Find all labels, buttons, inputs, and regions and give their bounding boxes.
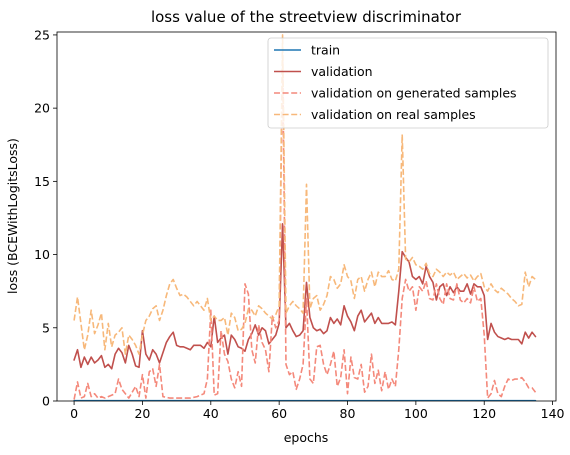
y-tick-label: 5 <box>42 320 50 335</box>
y-tick-label: 0 <box>42 394 50 409</box>
legend-label-3: validation on real samples <box>311 107 476 122</box>
series-line-3 <box>73 34 537 355</box>
y-axis-label: loss (BCEWithLogitsLoss) <box>5 138 20 294</box>
y-tick-label: 25 <box>34 27 50 42</box>
x-tick-label: 140 <box>541 406 565 421</box>
plot-frame <box>56 31 557 402</box>
x-tick-label: 60 <box>271 406 287 421</box>
legend-box <box>267 37 549 129</box>
y-tick-label: 10 <box>34 247 50 262</box>
x-tick-label: 0 <box>70 406 78 421</box>
x-tick-label: 80 <box>340 406 356 421</box>
x-tick-label: 40 <box>203 406 219 421</box>
series-line-2 <box>73 54 537 400</box>
legend-label-0: train <box>311 43 340 58</box>
x-axis: 0 20 40 60 80 100 120 140 <box>70 401 565 421</box>
legend-label-2: validation on generated samples <box>311 86 517 101</box>
legend: train validation validation on generated s… <box>267 37 549 129</box>
x-tick-label: 20 <box>134 406 150 421</box>
x-tick-label: 100 <box>404 406 428 421</box>
y-tick-label: 15 <box>34 174 50 189</box>
x-tick-label: 120 <box>472 406 496 421</box>
legend-label-1: validation <box>311 64 373 79</box>
y-axis: 0 5 10 15 20 25 <box>34 27 57 409</box>
x-axis-label: epochs <box>284 430 329 445</box>
y-tick-label: 20 <box>34 101 50 116</box>
chart-title: loss value of the streetview discriminat… <box>151 8 462 26</box>
